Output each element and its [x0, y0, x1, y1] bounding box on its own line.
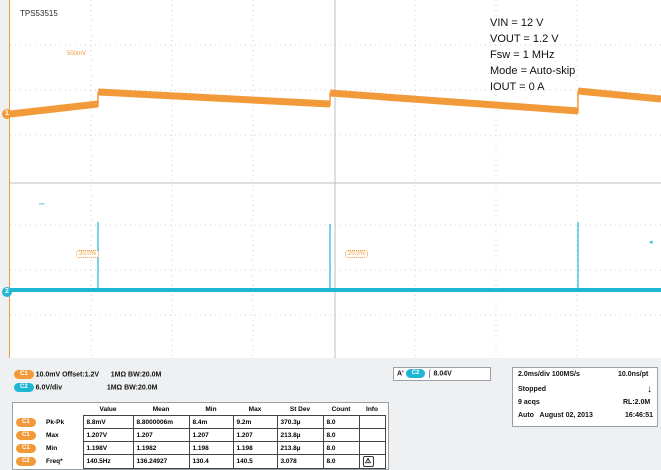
device-label: TPS53515 [20, 9, 58, 18]
measurement-row[interactable]: C1 Pk-Pk 8.8mV 8.8000006m 8.4m 9.2m 370.… [13, 415, 386, 429]
col-count: Count [331, 405, 351, 413]
time-resolution: 10.0ns/pt [618, 371, 649, 378]
timebase-readout[interactable]: 2.0ms/div 100MS/s 10.0ns/pt Stopped ↓ 9 … [512, 367, 658, 427]
channel-1-edges [97, 91, 579, 113]
trigger-level: 8.04V [433, 370, 452, 378]
trigger-source-badge[interactable]: C2 [405, 369, 426, 378]
ch2-level-tag-left: 20.0% [76, 250, 100, 258]
trigger-label: A' [397, 370, 404, 378]
channel-2-badge[interactable]: C2 [14, 383, 34, 392]
trigger-slope-icon: ⌠ [427, 370, 432, 378]
measurement-row[interactable]: C1 Max 1.207V 1.207 1.207 1.207 213.8µ 8… [13, 428, 386, 442]
channel-1-impedance: 1MΩ [110, 371, 127, 379]
measurement-name: Max [46, 431, 59, 439]
sample-rate: 100MS/s [551, 371, 580, 378]
measurement-row[interactable]: C1 Min 1.198V 1.1982 1.198 1.198 213.8µ … [13, 441, 386, 455]
channel-2-settings[interactable]: C2 6.0V/div 1MΩ BW:20.0M [14, 383, 157, 392]
trigger-readout[interactable]: A' C2 ⌠ 8.04V [393, 367, 491, 381]
channel-2-marker[interactable]: 2 [2, 287, 12, 297]
trigger-position-icon: ⎓ [37, 201, 47, 209]
col-info: Info [366, 405, 378, 413]
channel-1-trace [10, 87, 661, 118]
col-value: Value [99, 405, 117, 413]
condition-iout: IOUT = 0 A [490, 81, 545, 93]
measurement-header-row: Value Mean Min Max St Dev Count Info [13, 403, 385, 416]
measurement-source-badge[interactable]: C1 [16, 417, 36, 427]
condition-vin: VIN = 12 V [490, 17, 544, 29]
col-stdev: St Dev [289, 405, 311, 413]
ch2-level-tag-right: 20.0% [345, 250, 369, 258]
record-length: RL:2.0M [623, 399, 651, 406]
capture-date: August 02, 2013 [539, 412, 593, 419]
scope-display: TPS53515 VIN = 12 V VOUT = 1.2 V Fsw = 1… [9, 0, 661, 358]
measurement-name: Freq* [46, 458, 63, 465]
channel-2-impedance: 1MΩ [106, 384, 123, 392]
trigger-mode: Auto [518, 412, 534, 419]
measurement-row[interactable]: C2 Freq* 140.5Hz 136.24927 130.4 140.5 3… [13, 454, 386, 469]
channel-2-spikes [97, 222, 579, 290]
info-warning-icon[interactable]: ⚠ [362, 456, 374, 467]
measurement-source-badge[interactable]: C1 [16, 430, 36, 440]
measurement-table: Value Mean Min Max St Dev Count Info C1 … [13, 403, 386, 469]
horizontal-scale: 2.0ms/div [518, 371, 550, 378]
measurement-name: Pk-Pk [46, 418, 65, 426]
control-panel: C1 10.0mV Offset:1.2V 1MΩ BW:20.0M C2 6.… [0, 360, 661, 470]
measurement-source-badge[interactable]: C2 [16, 457, 36, 466]
measurement-source-badge[interactable]: C1 [16, 443, 36, 453]
measurement-name: Min [46, 444, 58, 452]
col-min: Min [205, 405, 217, 413]
condition-vout: VOUT = 1.2 V [490, 33, 559, 45]
trigger-level-icon: ◂ [647, 238, 655, 246]
channel-1-offset: Offset:1.2V [62, 371, 100, 379]
channel-1-bandwidth: BW:20.0M [128, 371, 162, 379]
channel-2-scale: 6.0V/div [35, 384, 63, 392]
col-max: Max [248, 405, 262, 413]
channel-1-badge[interactable]: C1 [14, 370, 34, 379]
col-mean: Mean [152, 405, 170, 413]
test-conditions: VIN = 12 V VOUT = 1.2 V Fsw = 1 MHz Mode… [490, 15, 575, 95]
channel-1-settings[interactable]: C1 10.0mV Offset:1.2V 1MΩ BW:20.0M [14, 370, 161, 379]
ch1-scale-tag: 500mV [65, 51, 89, 57]
condition-fsw: Fsw = 1 MHz [490, 49, 555, 61]
channel-2-bandwidth: BW:20.0M [124, 384, 158, 392]
capture-time: 16:46:51 [625, 412, 654, 419]
measurement-panel: Value Mean Min Max St Dev Count Info C1 … [12, 402, 389, 470]
stop-arrow-icon: ↓ [647, 384, 652, 395]
channel-1-marker[interactable]: 1 [2, 109, 12, 119]
channel-1-scale: 10.0mV [35, 371, 61, 379]
acquisition-state: Stopped [518, 386, 546, 393]
acquisition-count: 9 acqs [518, 399, 540, 406]
condition-mode: Mode = Auto-skip [490, 65, 576, 77]
